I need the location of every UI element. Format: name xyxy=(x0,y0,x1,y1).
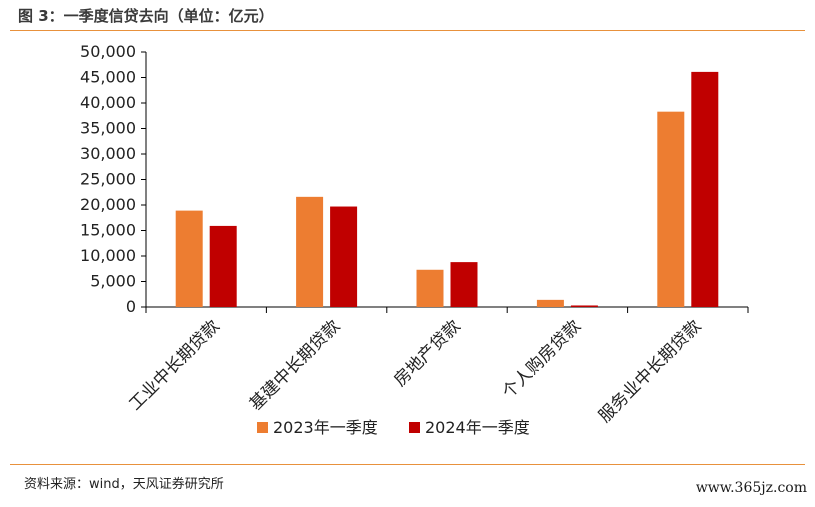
x-tick-label: 基建中长期贷款 xyxy=(246,316,344,414)
legend-item-2024-label: 2024年一季度 xyxy=(425,418,530,437)
bar-2023q1 xyxy=(536,299,564,307)
top-divider xyxy=(10,30,805,31)
bar-2024q1 xyxy=(209,225,237,307)
y-tick-label: 35,000 xyxy=(80,119,136,138)
watermark: www.365jz.com xyxy=(695,480,807,496)
y-tick-label: 10,000 xyxy=(80,246,136,265)
bar-2023q1 xyxy=(175,210,203,307)
y-tick-label: 0 xyxy=(126,297,136,316)
x-tick-label: 房地产贷款 xyxy=(390,316,464,390)
x-tick-label: 服务业中长期贷款 xyxy=(595,316,705,426)
bar-2023q1 xyxy=(296,196,324,307)
y-tick-label: 30,000 xyxy=(80,144,136,163)
y-tick-label: 40,000 xyxy=(80,93,136,112)
bar-2023q1 xyxy=(416,269,444,307)
legend-item-2023-swatch xyxy=(257,422,268,433)
legend-item-2023-label: 2023年一季度 xyxy=(273,418,378,437)
y-tick-label: 15,000 xyxy=(80,221,136,240)
source-note: 资料来源：wind，天风证券研究所 xyxy=(24,477,224,492)
bar-2024q1 xyxy=(330,206,358,307)
legend-item-2024-swatch xyxy=(409,422,420,433)
y-tick-label: 20,000 xyxy=(80,195,136,214)
y-tick-label: 45,000 xyxy=(80,68,136,87)
chart-legend: 2023年一季度 2024年一季度 xyxy=(257,418,530,437)
y-tick-label: 5,000 xyxy=(90,272,136,291)
y-tick-label: 50,000 xyxy=(80,42,136,61)
bar-2024q1 xyxy=(691,71,719,307)
y-tick-label: 25,000 xyxy=(80,170,136,189)
bar-chart: 0 5,000 10,000 15,000 20,000 25,000 30,000 35,0… xyxy=(80,42,749,437)
bar-2024q1 xyxy=(450,262,478,307)
bar-2024q1 xyxy=(570,305,598,307)
x-tick-label: 个人购房贷款 xyxy=(499,316,585,402)
bar-2023q1 xyxy=(657,111,685,307)
x-tick-label: 工业中长期贷款 xyxy=(125,316,223,414)
chart-bars xyxy=(175,71,719,307)
bottom-divider xyxy=(10,464,805,465)
figure-title: 图 3：一季度信贷去向（单位：亿元） xyxy=(18,7,274,25)
